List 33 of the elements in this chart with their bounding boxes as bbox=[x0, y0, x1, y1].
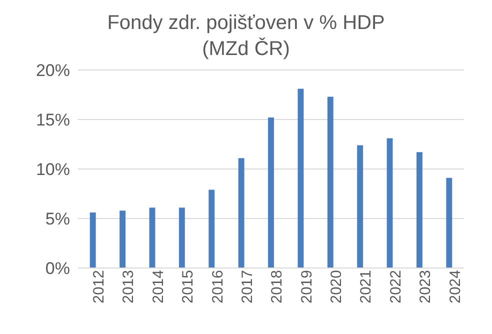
bar bbox=[416, 152, 422, 268]
bar bbox=[90, 212, 96, 268]
bar bbox=[298, 88, 304, 268]
bar bbox=[268, 118, 274, 268]
x-tick-label: 2020 bbox=[328, 270, 346, 304]
bar bbox=[208, 190, 215, 268]
x-tick-label: 2014 bbox=[150, 270, 167, 304]
y-tick-label: 5% bbox=[45, 210, 70, 229]
bar bbox=[327, 96, 334, 268]
y-tick-label: 10% bbox=[36, 160, 70, 180]
x-tick-label: 2017 bbox=[238, 270, 256, 304]
x-tick-label: 2013 bbox=[120, 270, 138, 304]
x-tick-label: 2019 bbox=[298, 270, 316, 304]
x-tick-label: 2012 bbox=[90, 270, 108, 304]
x-tick-label: 2023 bbox=[417, 270, 434, 304]
y-tick-label: 0% bbox=[45, 259, 70, 278]
x-tick-label: 2024 bbox=[446, 270, 464, 304]
x-tick-label: 2016 bbox=[209, 270, 226, 304]
y-tick-label: 15% bbox=[36, 110, 70, 130]
x-tick-label: 2021 bbox=[358, 270, 375, 304]
x-tick-label: 2022 bbox=[387, 270, 404, 304]
bar bbox=[357, 145, 364, 268]
x-tick-label: 2015 bbox=[180, 270, 197, 304]
bar bbox=[149, 208, 156, 268]
chart-subtitle: (MZd ČR) bbox=[201, 36, 291, 62]
bar bbox=[446, 178, 452, 268]
bar bbox=[120, 210, 126, 268]
chart-title: Fondy zdr. pojišťoven v % HDP bbox=[106, 11, 386, 36]
y-tick-label: 20% bbox=[36, 61, 70, 80]
bar bbox=[238, 158, 244, 268]
bar bbox=[178, 208, 185, 268]
x-tick-label: 2018 bbox=[268, 270, 286, 304]
bar bbox=[386, 138, 393, 268]
